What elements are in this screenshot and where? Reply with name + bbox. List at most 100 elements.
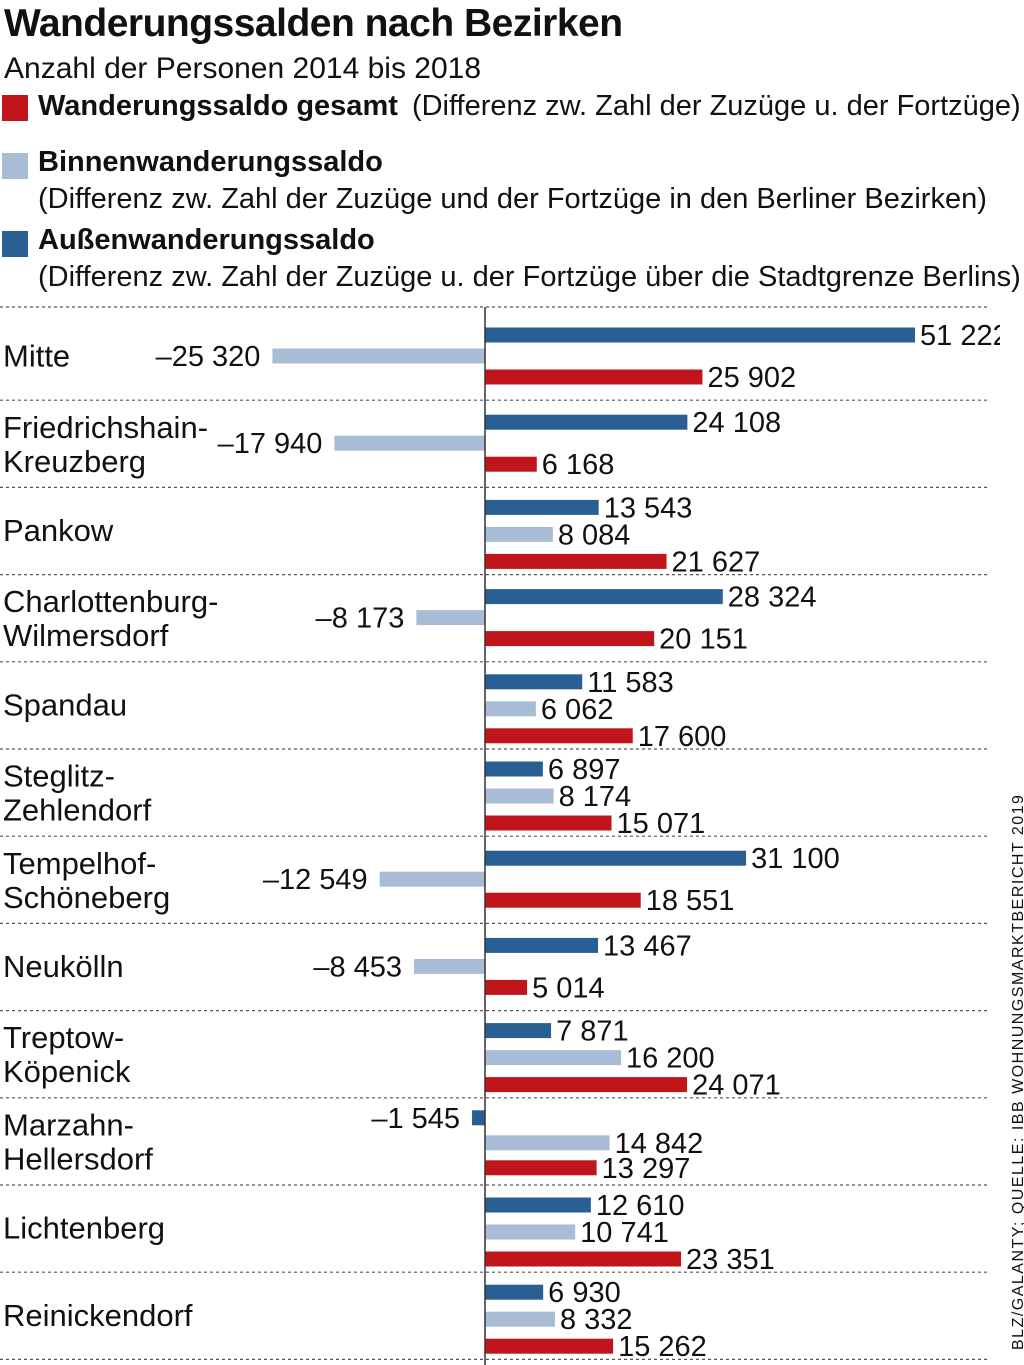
bar-gesamt bbox=[485, 1251, 682, 1267]
category-label: Steglitz- bbox=[3, 759, 115, 794]
data-label: 13 297 bbox=[602, 1153, 691, 1185]
bar-aussen bbox=[485, 414, 688, 430]
legend-swatch-binnen bbox=[2, 153, 28, 179]
bar-chart: 51 222 –25 320 25 902 Mitte 24 108 –17 940 6 1… bbox=[0, 306, 1000, 1365]
data-label: 21 627 bbox=[672, 546, 761, 578]
bar-binnen bbox=[485, 1135, 610, 1151]
legend-label-gesamt: Wanderungssaldo gesamt bbox=[38, 90, 398, 122]
bar-binnen bbox=[416, 610, 485, 626]
data-label: 6 930 bbox=[548, 1277, 621, 1309]
legend-desc-gesamt: (Differenz zw. Zahl der Zuzüge u. der Fo… bbox=[411, 90, 1021, 122]
category-label: Lichtenberg bbox=[3, 1211, 165, 1246]
bar-gesamt bbox=[485, 1160, 597, 1176]
bar-gesamt bbox=[485, 369, 703, 385]
category-label: Zehlendorf bbox=[3, 793, 152, 828]
legend-label-aussen: Außenwanderungssaldo bbox=[38, 224, 375, 256]
data-label: 18 551 bbox=[646, 885, 735, 917]
category-label: Spandau bbox=[3, 687, 127, 722]
category-label: Köpenick bbox=[3, 1054, 131, 1089]
data-label: 51 222 bbox=[920, 320, 1000, 352]
bar-gesamt bbox=[485, 1338, 614, 1354]
data-label: 12 610 bbox=[596, 1190, 685, 1222]
data-label: 8 332 bbox=[560, 1304, 633, 1336]
category-label: Hellersdorf bbox=[3, 1141, 153, 1176]
data-label: 5 014 bbox=[532, 972, 605, 1004]
bar-binnen bbox=[485, 1311, 555, 1327]
bar-aussen bbox=[485, 761, 543, 777]
category-label: Mitte bbox=[3, 339, 70, 374]
data-label: 6 168 bbox=[542, 449, 615, 481]
category-label: Marzahn- bbox=[3, 1107, 134, 1142]
bar-gesamt bbox=[485, 631, 655, 647]
bar-aussen bbox=[485, 589, 723, 605]
data-label: –25 320 bbox=[156, 341, 261, 373]
category-label: Schöneberg bbox=[3, 880, 170, 915]
bar-binnen bbox=[379, 871, 485, 887]
data-label: 6 062 bbox=[541, 694, 614, 726]
data-label: –8 173 bbox=[316, 603, 405, 635]
data-label: 31 100 bbox=[751, 843, 840, 875]
data-label: 16 200 bbox=[626, 1043, 715, 1075]
data-label: 23 351 bbox=[686, 1244, 775, 1276]
bar-gesamt bbox=[485, 456, 537, 472]
bar-gesamt bbox=[485, 892, 641, 908]
data-label: 24 108 bbox=[692, 407, 781, 439]
bar-gesamt bbox=[485, 1077, 688, 1093]
bar-aussen bbox=[485, 937, 599, 953]
bar-binnen bbox=[272, 348, 485, 364]
category-label: Friedrichshain- bbox=[3, 410, 208, 445]
legend-desc-binnen: (Differenz zw. Zahl der Zuzüge und der F… bbox=[38, 183, 987, 215]
data-label: –1 545 bbox=[371, 1103, 460, 1135]
bar-binnen bbox=[485, 526, 553, 542]
data-label: 25 902 bbox=[707, 362, 796, 394]
bar-gesamt bbox=[485, 553, 667, 569]
category-label: Pankow bbox=[3, 513, 114, 548]
category-label: Tempelhof- bbox=[3, 846, 156, 881]
bar-binnen bbox=[414, 958, 485, 974]
bar-binnen bbox=[485, 788, 554, 804]
data-label: –8 453 bbox=[313, 951, 402, 983]
bar-gesamt bbox=[485, 815, 612, 831]
legend-label-binnen: Binnenwanderungssaldo bbox=[38, 146, 383, 178]
bar-aussen bbox=[485, 1197, 591, 1213]
data-label: –17 940 bbox=[218, 428, 323, 460]
data-label: 7 871 bbox=[556, 1016, 629, 1048]
data-label: 8 174 bbox=[559, 781, 632, 813]
source-note: BLZ/GALANTY; QUELLE: IBB WOHNUNGSMARKTBE… bbox=[1010, 793, 1024, 1350]
bar-aussen bbox=[485, 674, 583, 690]
category-label: Treptow- bbox=[3, 1020, 124, 1055]
data-label: 20 151 bbox=[659, 624, 748, 656]
data-label: 11 583 bbox=[587, 667, 674, 699]
data-label: –12 549 bbox=[263, 864, 368, 896]
data-label: 14 842 bbox=[615, 1128, 704, 1160]
category-label: Wilmersdorf bbox=[3, 618, 169, 653]
category-label: Kreuzberg bbox=[3, 444, 146, 479]
data-label: 17 600 bbox=[638, 721, 727, 753]
bar-binnen bbox=[334, 435, 485, 451]
category-label: Neukölln bbox=[3, 949, 124, 984]
bar-aussen bbox=[485, 1023, 552, 1039]
chart-subtitle: Anzahl der Personen 2014 bis 2018 bbox=[4, 52, 482, 85]
data-label: 8 084 bbox=[558, 519, 631, 551]
legend-swatch-gesamt bbox=[2, 95, 28, 121]
bar-binnen bbox=[485, 1050, 621, 1066]
bar-gesamt bbox=[485, 979, 528, 995]
bar-aussen bbox=[485, 499, 599, 515]
bar-aussen bbox=[472, 1110, 485, 1126]
data-label: 13 543 bbox=[604, 492, 693, 524]
data-label: 24 071 bbox=[692, 1070, 781, 1102]
legend-desc-aussen: (Differenz zw. Zahl der Zuzüge u. der Fo… bbox=[38, 261, 1021, 293]
category-label: Charlottenburg- bbox=[3, 584, 218, 619]
bar-gesamt bbox=[485, 728, 633, 744]
legend-swatch-aussen bbox=[2, 231, 28, 257]
bar-binnen bbox=[485, 701, 536, 717]
chart-title: Wanderungssalden nach Bezirken bbox=[4, 2, 623, 45]
data-label: 10 741 bbox=[580, 1217, 669, 1249]
bar-aussen bbox=[485, 1284, 544, 1300]
data-label: 13 467 bbox=[603, 930, 692, 962]
data-label: 6 897 bbox=[548, 754, 621, 786]
bar-aussen bbox=[485, 850, 747, 866]
bar-aussen bbox=[485, 327, 915, 343]
data-label: 15 071 bbox=[617, 808, 706, 840]
bar-binnen bbox=[485, 1224, 576, 1240]
